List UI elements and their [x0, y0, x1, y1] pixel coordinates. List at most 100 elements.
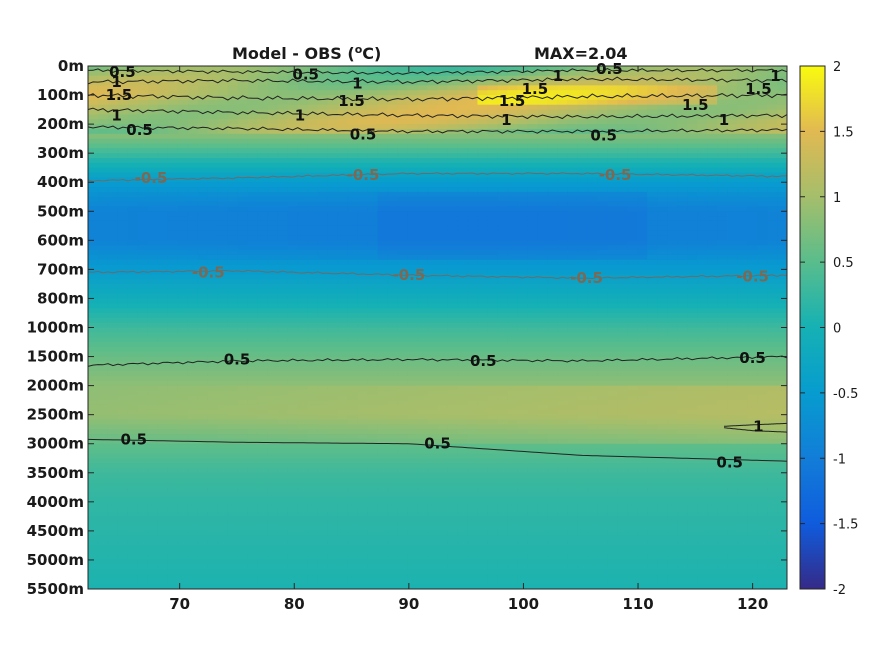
heatmap-cell [267, 269, 279, 275]
heatmap-cell [477, 269, 489, 275]
heatmap-cell [527, 177, 538, 183]
heatmap-cell [647, 283, 658, 290]
heatmap-cell [167, 254, 179, 261]
heatmap-cell [407, 99, 419, 106]
heatmap-cell [587, 225, 598, 232]
heatmap-cell [537, 124, 548, 130]
heatmap-cell [337, 317, 349, 324]
heatmap-cell [427, 172, 439, 178]
heatmap-cell [457, 177, 469, 183]
heatmap-cell [657, 201, 668, 208]
heatmap-cell [587, 66, 598, 72]
heatmap-cell [517, 211, 528, 217]
heatmap-cell [127, 259, 139, 266]
heatmap-cell [557, 385, 568, 392]
heatmap-cell [467, 206, 479, 212]
heatmap-cell [117, 317, 129, 324]
heatmap-cell [757, 279, 768, 285]
heatmap-cell [757, 99, 768, 106]
heatmap-cell [237, 264, 249, 270]
heatmap-cell [227, 250, 239, 256]
heatmap-cell [247, 211, 259, 217]
heatmap-cell [647, 196, 658, 203]
heatmap-cell [767, 375, 778, 382]
heatmap-cell [97, 225, 109, 232]
heatmap-cell [597, 206, 608, 212]
heatmap-cell [757, 298, 768, 304]
heatmap-cell [387, 75, 399, 82]
heatmap-cell [517, 351, 528, 358]
heatmap-cell [647, 216, 658, 222]
heatmap-cell [127, 404, 139, 411]
heatmap-cell [107, 138, 119, 145]
heatmap-cell [547, 138, 558, 145]
heatmap-cell [307, 322, 319, 329]
heatmap-cell [227, 95, 239, 101]
heatmap-cell [667, 337, 678, 343]
heatmap-cell [257, 133, 269, 140]
heatmap-cell [467, 322, 479, 329]
heatmap-cell [217, 312, 229, 319]
heatmap-cell [127, 327, 139, 333]
heatmap-cell [537, 128, 548, 135]
heatmap-cell [657, 332, 668, 338]
heatmap-cell [127, 288, 139, 295]
heatmap-cell [777, 351, 787, 358]
heatmap-cell [687, 240, 698, 246]
heatmap-cell [137, 385, 149, 392]
heatmap-cell [197, 283, 209, 290]
heatmap-cell [287, 80, 299, 86]
heatmap-cell [137, 288, 149, 295]
heatmap-cell [627, 138, 638, 145]
heatmap-cell [707, 283, 718, 290]
heatmap-cell [437, 104, 449, 111]
heatmap-cell [197, 119, 209, 125]
heatmap-cell [667, 346, 678, 353]
heatmap-cell [387, 187, 399, 193]
heatmap-cell [127, 274, 139, 280]
heatmap-cell [327, 259, 339, 266]
heatmap-cell [107, 216, 119, 222]
heatmap-cell [737, 361, 748, 367]
heatmap-cell [417, 66, 429, 72]
heatmap-cell [437, 332, 449, 338]
heatmap-cell [197, 317, 209, 324]
heatmap-cell [427, 380, 439, 387]
heatmap-cell [88, 322, 99, 329]
heatmap-cell [697, 148, 708, 154]
heatmap-cell [197, 187, 209, 193]
heatmap-cell [477, 148, 489, 154]
heatmap-cell [367, 250, 379, 256]
heatmap-cell [337, 201, 349, 208]
heatmap-cell [127, 187, 139, 193]
heatmap-cell [457, 317, 469, 324]
heatmap-cell [487, 312, 499, 319]
heatmap-cell [247, 288, 259, 295]
heatmap-cell [477, 85, 489, 91]
heatmap-cell [687, 337, 698, 343]
heatmap-cell [697, 259, 708, 266]
heatmap-cell [377, 361, 389, 367]
heatmap-cell [737, 70, 748, 77]
heatmap-cell [137, 90, 149, 96]
heatmap-cell [97, 245, 109, 251]
heatmap-cell [167, 346, 179, 353]
heatmap-cell [247, 191, 259, 198]
heatmap-cell [437, 119, 449, 125]
heatmap-cell [467, 167, 479, 174]
heatmap-cell [387, 342, 399, 348]
heatmap-cell [687, 264, 698, 270]
heatmap-cell [317, 259, 329, 266]
heatmap-cell [367, 85, 379, 91]
heatmap-cell [437, 158, 449, 164]
heatmap-cell [597, 187, 608, 193]
heatmap-cell [547, 153, 558, 159]
heatmap-cell [147, 264, 159, 270]
heatmap-cell [487, 332, 499, 338]
heatmap-cell [347, 269, 359, 275]
heatmap-cell [397, 404, 409, 411]
heatmap-cell [737, 216, 748, 222]
heatmap-cell [347, 191, 359, 198]
heatmap-cell [297, 191, 309, 198]
heatmap-cell [677, 337, 688, 343]
